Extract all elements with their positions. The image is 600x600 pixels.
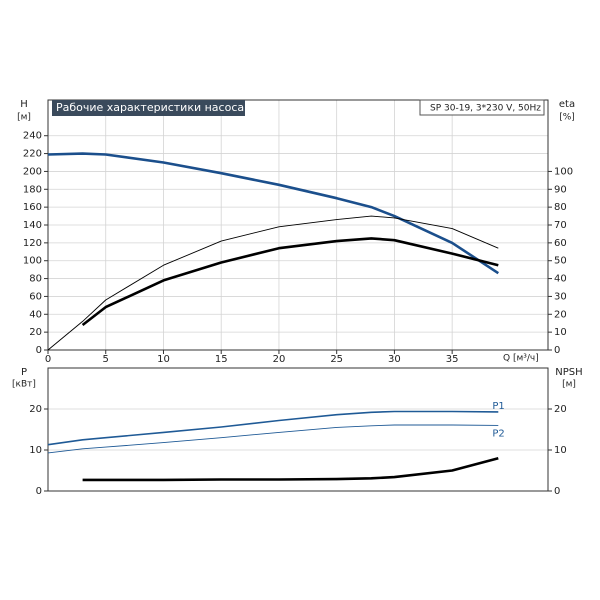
y2-axis-unit: [м] <box>562 380 576 390</box>
plot-frame <box>47 367 549 492</box>
x-tick-label: 25 <box>330 354 343 365</box>
y-tick-label: 0 <box>36 345 42 356</box>
y2-axis-unit: [%] <box>559 113 575 123</box>
y2-tick-label: 80 <box>554 202 567 213</box>
y-axis-label: P <box>21 367 27 378</box>
plot-frame <box>47 99 549 351</box>
series-line <box>81 237 499 327</box>
y-tick-label: 60 <box>29 291 42 302</box>
y-tick-label: 200 <box>23 166 42 177</box>
y-tick-label: 80 <box>29 274 42 285</box>
series-label: P2 <box>492 428 504 439</box>
y-axis-unit: [кВт] <box>12 380 36 390</box>
y-tick-label: 160 <box>23 202 42 213</box>
y-tick-label: 10 <box>29 445 42 456</box>
chart-title: Рабочие характеристики насоса <box>56 101 244 114</box>
series-line <box>47 410 499 446</box>
y2-tick-label: 90 <box>554 184 567 195</box>
y2-tick-label: 10 <box>554 327 567 338</box>
y2-tick-label: 0 <box>554 345 560 356</box>
y2-tick-label: 20 <box>554 404 567 415</box>
series-line <box>47 424 499 454</box>
title-box <box>52 100 245 116</box>
series-line <box>47 215 499 351</box>
x-tick-label: 10 <box>157 354 170 365</box>
series-label: P1 <box>492 401 504 412</box>
y-axis-unit: [м] <box>17 113 31 123</box>
y2-axis-label: NPSH <box>555 367 582 378</box>
y-tick-label: 100 <box>23 256 42 267</box>
subtitle-box <box>419 99 545 116</box>
chart-subtitle: SP 30-19, 3*230 V, 50Hz <box>430 104 541 114</box>
y-axis-label: H <box>20 99 28 110</box>
x-tick-label: 30 <box>388 354 401 365</box>
y-tick-label: 180 <box>23 184 42 195</box>
y2-tick-label: 60 <box>554 238 567 249</box>
y2-tick-label: 30 <box>554 291 567 302</box>
y-tick-label: 20 <box>29 404 42 415</box>
x-tick-label: 0 <box>45 354 51 365</box>
y2-tick-label: 10 <box>554 445 567 456</box>
y2-tick-label: 70 <box>554 220 567 231</box>
x-tick-label: 20 <box>273 354 286 365</box>
y2-tick-label: 40 <box>554 274 567 285</box>
y-tick-label: 220 <box>23 149 42 160</box>
y-tick-label: 40 <box>29 309 42 320</box>
y2-tick-label: 20 <box>554 309 567 320</box>
y-tick-label: 0 <box>36 486 42 497</box>
y2-tick-label: 0 <box>554 486 560 497</box>
series-line <box>82 456 499 482</box>
series-line <box>47 152 500 275</box>
y2-tick-label: 50 <box>554 256 567 267</box>
y-tick-label: 240 <box>23 131 42 142</box>
x-tick-label: 35 <box>446 354 459 365</box>
y-tick-label: 20 <box>29 327 42 338</box>
x-tick-label: 5 <box>103 354 109 365</box>
y2-tick-label: 100 <box>554 166 573 177</box>
y-tick-label: 140 <box>23 220 42 231</box>
y2-axis-label: eta <box>559 99 575 110</box>
y-tick-label: 120 <box>23 238 42 249</box>
x-axis-label: Q [м³/ч] <box>503 354 539 364</box>
x-tick-label: 15 <box>215 354 228 365</box>
